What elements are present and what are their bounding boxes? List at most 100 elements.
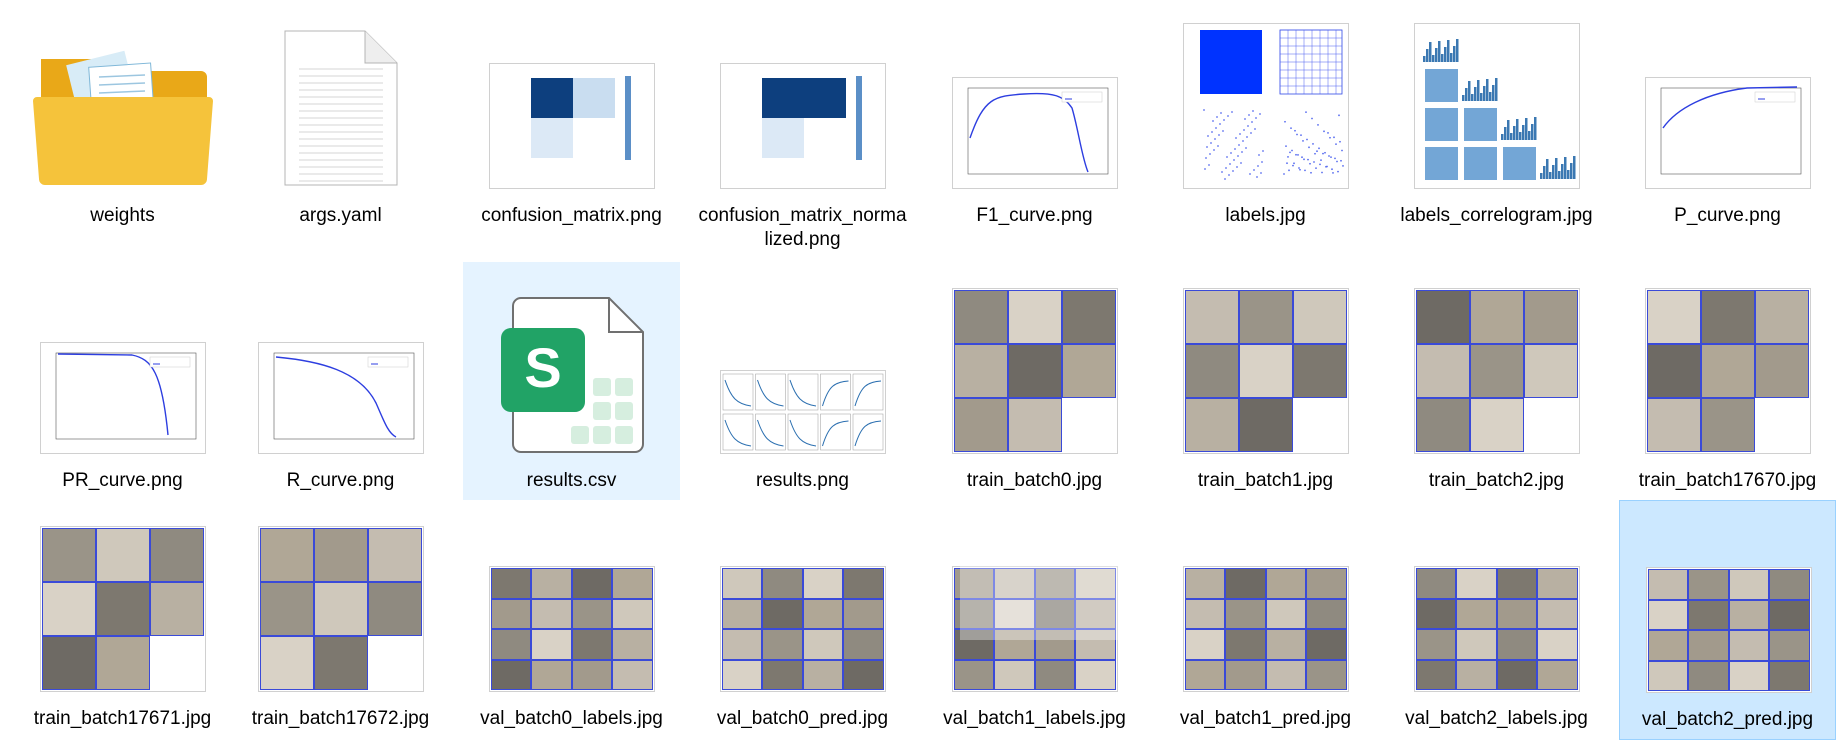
spreadsheet-icon: S [500,297,644,453]
file-item[interactable]: weights [14,5,231,263]
file-thumbnail [1157,262,1374,460]
curve-thumbnail [259,343,422,453]
file-name-label: weights [90,205,155,226]
file-name-label: R_curve.png [286,470,395,491]
file-item[interactable]: val_batch2_labels.jpg [1388,500,1605,740]
file-item[interactable]: val_batch1_labels.jpg [926,500,1143,740]
image-thumbnail [257,342,424,454]
image-thumbnail [951,77,1118,189]
photo-mosaic-thumbnail [259,528,422,690]
file-item[interactable]: confusion_matrix.png [463,5,680,263]
photo-mosaic-thumbnail [41,528,204,690]
image-thumbnail [1645,567,1812,693]
image-thumbnail [39,342,206,454]
file-name-label: labels_correlogram.jpg [1400,205,1593,226]
photo-mosaic-thumbnail [1184,290,1347,452]
file-thumbnail [232,500,449,698]
file-thumbnail [1388,5,1605,195]
file-thumbnail [926,500,1143,698]
file-item[interactable]: train_batch1.jpg [1157,262,1374,500]
image-thumbnail [719,370,886,454]
file-name-label: args.yaml [299,205,382,226]
image-thumbnail [1413,288,1580,454]
file-name-label: confusion_matrix_normalized.png [698,205,907,250]
image-thumbnail [1182,23,1349,189]
file-item[interactable]: P_curve.png [1619,5,1836,263]
file-item[interactable]: val_batch0_pred.jpg [694,500,911,740]
file-name-label: results.png [756,470,849,491]
photo-mosaic-thumbnail [721,568,884,690]
file-thumbnail [1388,262,1605,460]
photo-mosaic-thumbnail [1415,290,1578,452]
document-icon [284,30,397,186]
file-thumbnail [1157,5,1374,195]
file-item[interactable]: results.png [694,262,911,500]
file-name-label: val_batch2_labels.jpg [1405,708,1588,729]
file-name-label: train_batch0.jpg [966,470,1103,491]
file-item[interactable]: labels.jpg [1157,5,1374,263]
image-thumbnail [1413,566,1580,692]
image-thumbnail [488,566,655,692]
file-item[interactable]: F1_curve.png [926,5,1143,263]
file-item[interactable]: train_batch17670.jpg [1619,262,1836,500]
file-thumbnail [232,5,449,195]
file-item[interactable]: labels_correlogram.jpg [1388,5,1605,263]
file-item[interactable]: train_batch17671.jpg [14,500,231,740]
curve-thumbnail [953,78,1116,188]
photo-mosaic-thumbnail [1646,290,1809,452]
file-thumbnail [1620,501,1837,699]
image-thumbnail [951,288,1118,454]
file-name-label: F1_curve.png [976,205,1093,226]
file-thumbnail [232,262,449,460]
file-thumbnail [463,5,680,195]
file-thumbnail [694,500,911,698]
file-thumbnail [1619,5,1836,195]
curve-thumbnail [1646,78,1809,188]
file-item[interactable]: R_curve.png [232,262,449,500]
file-thumbnail [14,500,231,698]
file-name-label: results.csv [526,470,617,491]
file-thumbnail [1619,262,1836,460]
photo-mosaic-thumbnail [1415,568,1578,690]
correlogram-thumbnail [1414,24,1579,188]
file-item[interactable]: train_batch17672.jpg [232,500,449,740]
file-name-label: train_batch17671.jpg [33,708,212,729]
file-thumbnail [926,262,1143,460]
image-thumbnail [1644,288,1811,454]
results-thumbnail [720,372,885,452]
file-item[interactable]: PR_curve.png [14,262,231,500]
file-item[interactable]: confusion_matrix_normalized.png [694,5,911,263]
image-thumbnail [1182,566,1349,692]
file-item[interactable]: args.yaml [232,5,449,263]
photo-mosaic-thumbnail [1647,569,1810,691]
file-name-label: P_curve.png [1674,205,1781,226]
file-thumbnail: S [463,262,680,460]
file-item[interactable]: val_batch2_pred.jpg [1619,500,1836,740]
file-name-label: val_batch0_labels.jpg [480,708,663,729]
file-item[interactable]: train_batch0.jpg [926,262,1143,500]
photo-mosaic-thumbnail [953,568,1116,690]
image-thumbnail [39,526,206,692]
file-name-label: train_batch17672.jpg [251,708,430,729]
file-item[interactable]: val_batch0_labels.jpg [463,500,680,740]
file-item[interactable]: val_batch1_pred.jpg [1157,500,1374,740]
file-thumbnail [14,262,231,460]
photo-mosaic-thumbnail [490,568,653,690]
file-thumbnail [694,5,911,195]
file-thumbnail [14,5,231,195]
file-name-label: val_batch1_labels.jpg [943,708,1126,729]
file-name-label: train_batch2.jpg [1428,470,1565,491]
file-item[interactable]: train_batch2.jpg [1388,262,1605,500]
file-thumbnail [926,5,1143,195]
file-thumbnail [1388,500,1605,698]
file-name-label: val_batch2_pred.jpg [1641,709,1814,730]
photo-mosaic-thumbnail [1184,568,1347,690]
image-thumbnail [1182,288,1349,454]
file-name-label: PR_curve.png [62,470,183,491]
file-name-label: train_batch17670.jpg [1638,470,1817,491]
image-thumbnail [1413,23,1580,189]
image-thumbnail [257,526,424,692]
file-name-label: val_batch1_pred.jpg [1179,708,1352,729]
curve-thumbnail [41,343,204,453]
